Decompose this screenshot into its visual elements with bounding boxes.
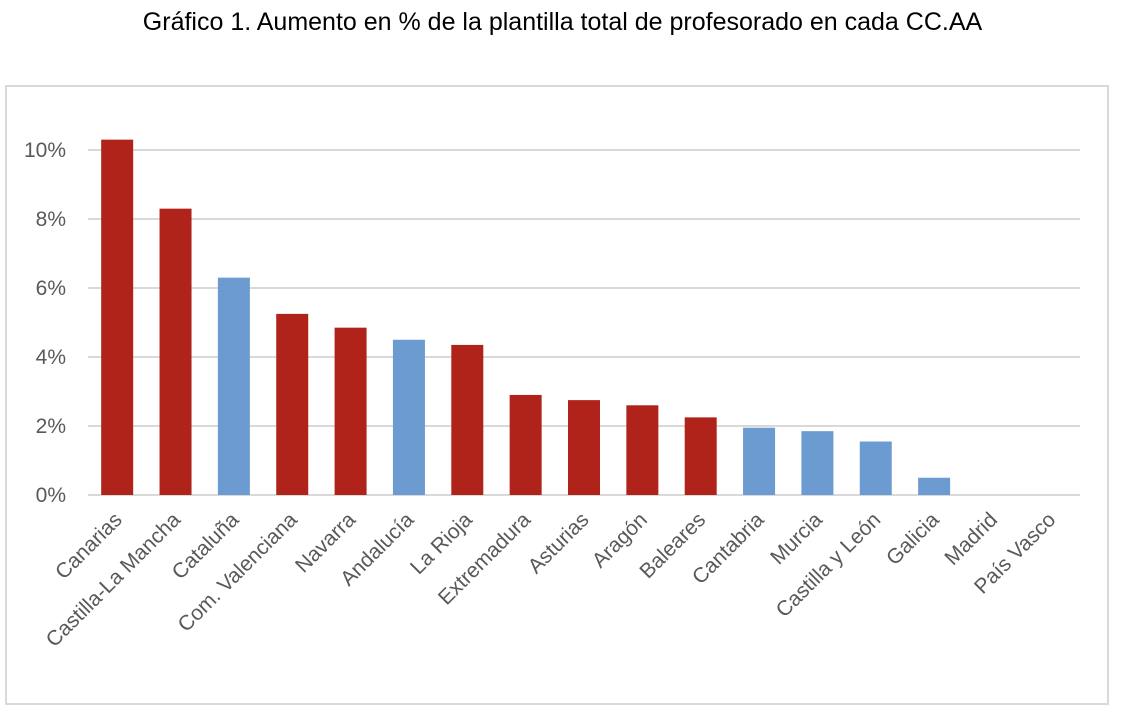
- bar: [101, 139, 134, 495]
- bar: [451, 344, 484, 495]
- y-tick-label: 0%: [36, 484, 66, 507]
- y-tick-label: 8%: [36, 208, 66, 231]
- y-tick-label: 4%: [36, 346, 66, 369]
- x-tick-label: Castilla y León: [772, 508, 886, 622]
- y-tick-label: 10%: [24, 139, 66, 162]
- bar: [568, 400, 600, 495]
- bar: [159, 208, 192, 495]
- bar: [626, 405, 659, 495]
- bars: [101, 139, 951, 495]
- bar: [684, 417, 717, 495]
- bar: [509, 394, 542, 495]
- bar: [801, 431, 834, 495]
- chart-title: Gráfico 1. Aumento en % de la plantilla …: [142, 8, 983, 36]
- bar: [276, 313, 309, 495]
- y-tick-label: 2%: [36, 415, 66, 438]
- y-axis-ticks: 0% 2% 4% 6% 8% 10%: [24, 139, 66, 507]
- bar: [859, 441, 892, 495]
- x-tick-label: Asturias: [524, 508, 594, 578]
- y-tick-label: 6%: [36, 277, 66, 300]
- bar: [392, 339, 425, 495]
- bar: [918, 477, 951, 495]
- x-tick-label: Galicia: [882, 508, 944, 570]
- bar: [334, 327, 367, 495]
- bar: [743, 427, 776, 495]
- bar: [217, 277, 250, 495]
